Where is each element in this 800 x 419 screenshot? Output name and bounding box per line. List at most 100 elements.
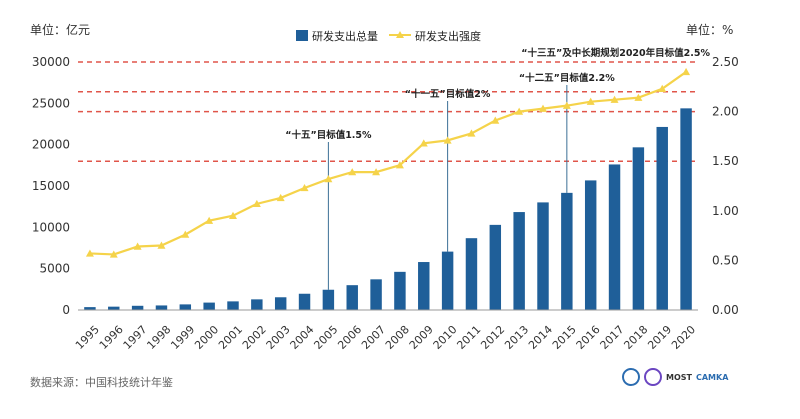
- line-point: [443, 136, 452, 144]
- line-point: [539, 104, 547, 112]
- x-tick-label: 2012: [478, 323, 507, 352]
- line-point: [586, 97, 595, 105]
- line-series: [89, 71, 687, 256]
- right-axis-unit: 单位：%: [686, 23, 734, 37]
- right-tick-label: 1.50: [712, 154, 739, 168]
- bar: [251, 299, 263, 310]
- bar: [346, 285, 358, 310]
- line-point: [610, 95, 619, 103]
- bar: [584, 180, 597, 310]
- line-point: [109, 250, 118, 258]
- left-tick-label: 15000: [32, 179, 70, 193]
- line-point: [181, 230, 190, 238]
- x-tick-label: 2009: [407, 323, 436, 352]
- right-tick-label: 1.00: [712, 204, 739, 218]
- bar: [513, 212, 525, 310]
- left-axis-unit: 单位：亿元: [30, 23, 91, 37]
- logo-icon-1: [622, 368, 640, 386]
- line-point: [133, 242, 142, 250]
- bar: [465, 238, 478, 310]
- bar: [84, 307, 96, 310]
- left-tick-label: 5000: [39, 262, 70, 276]
- x-tick-label: 2013: [502, 323, 531, 352]
- x-tick-label: 2018: [621, 323, 650, 352]
- left-tick-label: 30000: [32, 55, 70, 69]
- x-tick-label: 2007: [359, 323, 388, 352]
- bar: [489, 224, 502, 310]
- x-tick-label: 2004: [288, 323, 317, 352]
- bar: [632, 147, 645, 310]
- line-point: [205, 216, 214, 224]
- bar: [370, 279, 382, 310]
- x-tick-label: 2005: [311, 323, 340, 352]
- line-point: [85, 249, 94, 257]
- bar: [298, 293, 311, 310]
- x-tick-label: 1998: [144, 323, 173, 352]
- bar: [561, 192, 573, 310]
- line-point: [395, 161, 404, 169]
- source-text: 数据来源：中国科技统计年鉴: [30, 376, 173, 389]
- line-point: [276, 193, 285, 202]
- right-tick-label: 0.00: [712, 303, 739, 317]
- bar: [131, 305, 144, 310]
- line-point: [324, 175, 333, 183]
- x-tick-label: 2002: [240, 323, 269, 352]
- line-point: [252, 199, 261, 208]
- x-tick-label: 1996: [97, 323, 126, 352]
- target-label: “十五”目标值1.5%: [285, 129, 372, 141]
- x-tick-label: 1999: [168, 323, 197, 352]
- line-point: [467, 129, 476, 137]
- logo-icon-2: [644, 368, 662, 386]
- x-tick-label: 2006: [335, 323, 364, 352]
- bar: [441, 251, 454, 310]
- target-label: “十三五”及中长期规划2020年目标值2.5%: [521, 47, 710, 59]
- legend-bar-label: 研发支出总量: [312, 29, 378, 43]
- left-tick-label: 25000: [32, 96, 70, 110]
- line-point: [658, 84, 667, 92]
- x-tick-label: 2014: [526, 323, 555, 352]
- right-tick-label: 2.50: [712, 55, 739, 69]
- x-tick-label: 2017: [598, 323, 627, 352]
- line-point: [491, 116, 500, 124]
- bar: [108, 306, 120, 310]
- right-tick-label: 0.50: [712, 253, 739, 267]
- legend-line-marker: [396, 31, 404, 38]
- right-tick-label: 2.00: [712, 105, 739, 119]
- line-point: [348, 168, 357, 176]
- x-tick-label: 2008: [383, 323, 412, 352]
- bar: [680, 108, 692, 310]
- line-point: [634, 93, 643, 101]
- bar: [274, 297, 287, 310]
- bar: [656, 126, 668, 310]
- x-tick-label: 2003: [264, 323, 293, 352]
- bar: [418, 262, 430, 310]
- bar: [322, 289, 335, 310]
- bar: [203, 302, 215, 310]
- x-tick-label: 2010: [431, 323, 460, 352]
- line-point: [515, 107, 524, 115]
- line-point: [300, 183, 309, 192]
- bar: [179, 304, 192, 310]
- bar: [227, 301, 239, 310]
- line-point: [562, 101, 571, 109]
- bar: [608, 164, 621, 310]
- x-tick-label: 2019: [645, 323, 674, 352]
- left-tick-label: 20000: [32, 138, 70, 152]
- line-point: [419, 139, 428, 147]
- line-point: [229, 211, 237, 219]
- line-point: [372, 168, 381, 176]
- left-tick-label: 0: [62, 303, 70, 317]
- x-tick-label: 2015: [550, 323, 579, 352]
- left-tick-label: 10000: [32, 220, 70, 234]
- x-tick-label: 1995: [73, 323, 102, 352]
- line-point: [682, 67, 691, 76]
- logo-text-1: MOST: [666, 372, 692, 382]
- logo-text-2: CAMKA: [695, 372, 729, 382]
- line-point: [157, 241, 166, 249]
- bar: [155, 305, 168, 310]
- x-tick-label: 2016: [574, 323, 603, 352]
- publisher-logos: MOST CAMKA: [622, 368, 728, 386]
- x-tick-label: 2000: [192, 323, 221, 352]
- x-tick-label: 2001: [216, 323, 245, 352]
